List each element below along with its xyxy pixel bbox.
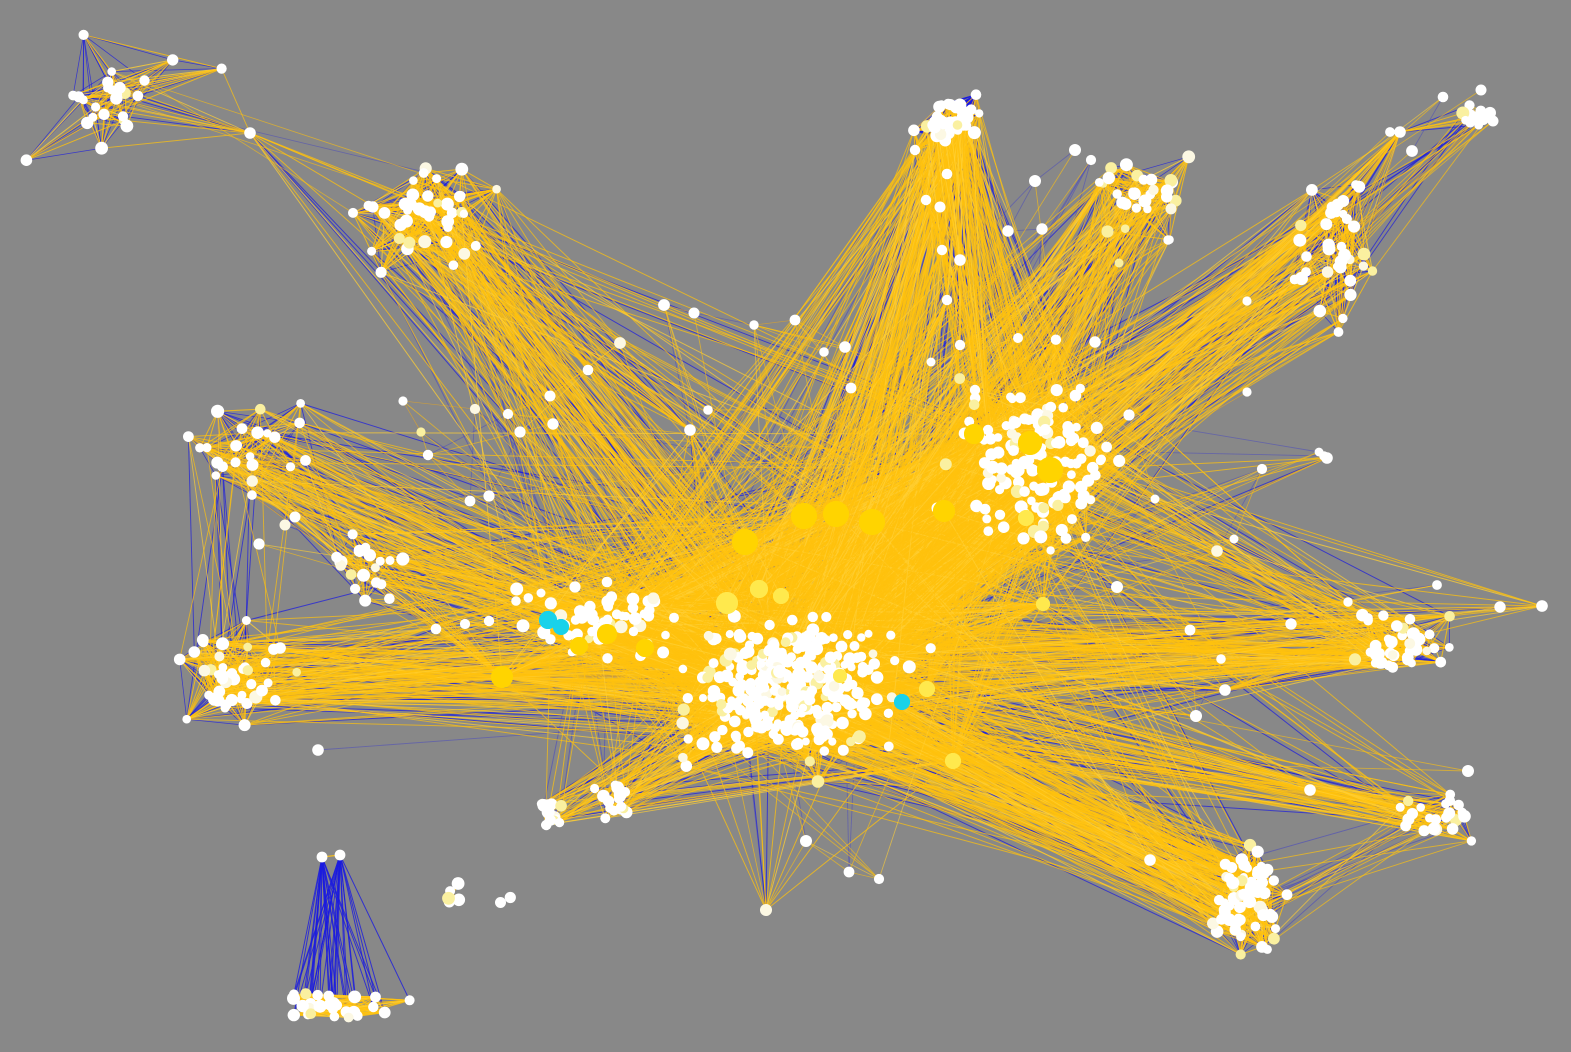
graph-canvas[interactable]	[0, 0, 1571, 1052]
network-graph-svg[interactable]	[0, 0, 1571, 1052]
graph-background	[0, 0, 1571, 1052]
